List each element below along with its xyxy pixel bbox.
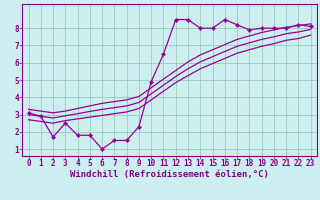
X-axis label: Windchill (Refroidissement éolien,°C): Windchill (Refroidissement éolien,°C) <box>70 170 269 179</box>
